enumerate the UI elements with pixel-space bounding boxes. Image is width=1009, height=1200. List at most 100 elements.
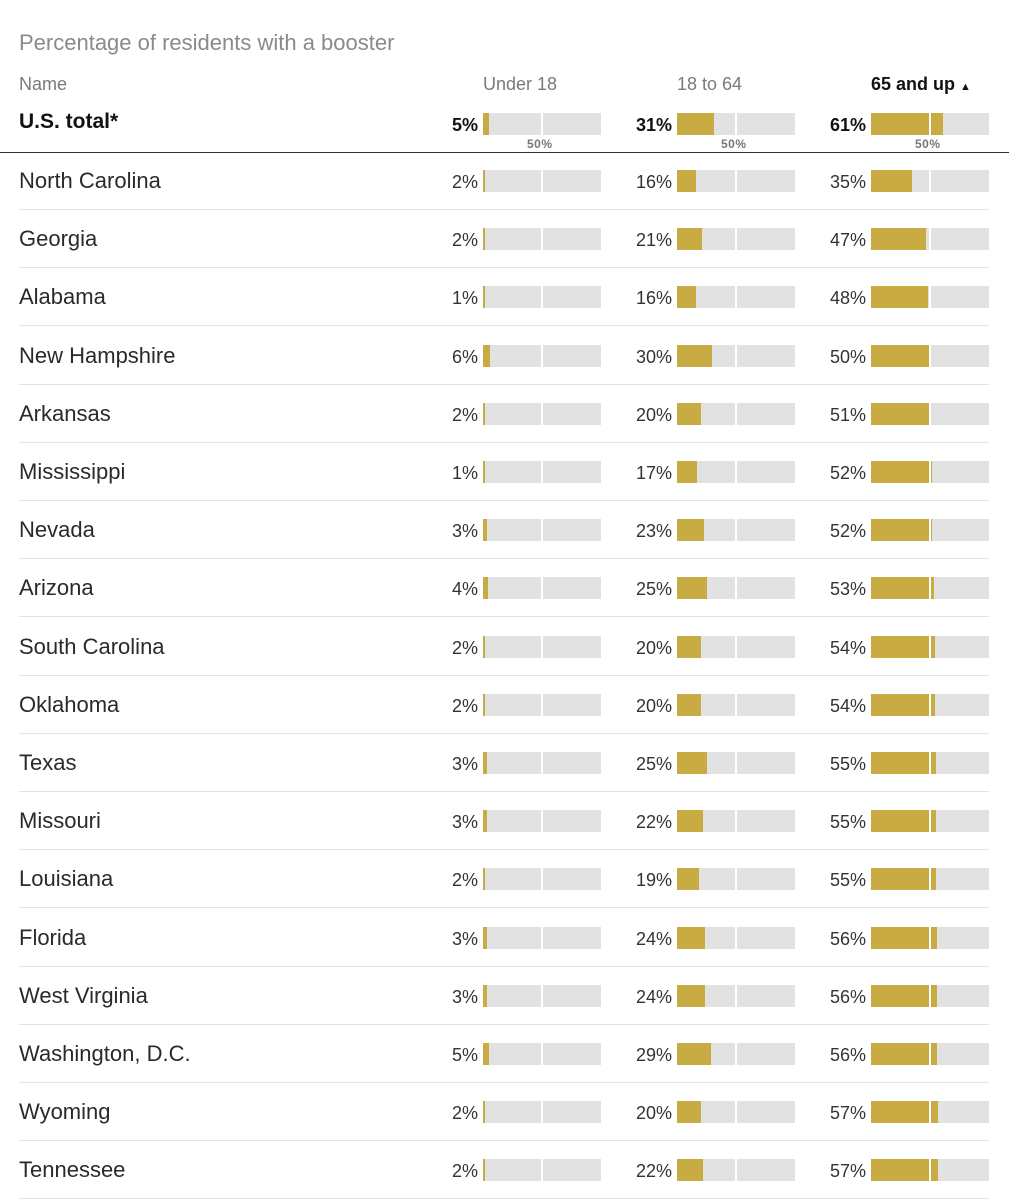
bar [677, 636, 701, 658]
bar [483, 170, 485, 192]
bar [871, 113, 943, 135]
row-name: Nevada [19, 517, 95, 542]
bar-track [483, 345, 601, 367]
gridline-50 [541, 345, 543, 367]
bar [677, 1159, 703, 1181]
column-header-under-18[interactable]: Under 18 [483, 74, 558, 94]
row-divider [19, 442, 989, 443]
table-row[interactable]: Louisiana 2% 19% 55% [0, 850, 1009, 908]
value-label: 54% [829, 638, 866, 658]
tick-label: 50% [915, 137, 941, 151]
table-row[interactable]: Arkansas 2% 20% 51% [0, 385, 1009, 443]
row-divider [19, 500, 989, 501]
bar-track [871, 286, 989, 308]
table-row[interactable]: Georgia 2% 21% 47% [0, 210, 1009, 268]
bar-track [483, 810, 601, 832]
gridline-50 [735, 577, 737, 599]
bar-track [483, 985, 601, 1007]
bar-track [483, 1159, 601, 1181]
sort-ascending-icon: ▲ [960, 81, 971, 93]
gridline-50 [735, 345, 737, 367]
bar-track [677, 927, 795, 949]
table-row[interactable]: West Virginia 3% 24% 56% [0, 967, 1009, 1025]
bar [677, 810, 703, 832]
bar-track [871, 403, 989, 425]
table-row[interactable]: Texas 3% 25% 55% [0, 734, 1009, 792]
value-label: 61% [829, 115, 866, 135]
table-row[interactable]: Washington, D.C. 5% 29% 56% [0, 1025, 1009, 1083]
table-row[interactable]: Florida 3% 24% 56% [0, 909, 1009, 967]
value-label: 3% [451, 987, 478, 1007]
gridline-50 [735, 810, 737, 832]
row-name: Missouri [19, 808, 101, 833]
table-row[interactable]: Missouri 3% 22% 55% [0, 792, 1009, 850]
bar [483, 868, 485, 890]
gridline-50 [929, 810, 931, 832]
bar [677, 694, 701, 716]
value-label: 55% [829, 812, 866, 832]
cell-65-and-up: 55% [799, 752, 989, 776]
gridline-50 [929, 345, 931, 367]
bar-track [871, 1159, 989, 1181]
bar-track [871, 868, 989, 890]
bar-track [483, 286, 601, 308]
bar [483, 810, 487, 832]
column-header-18-to-64[interactable]: 18 to 64 [677, 74, 743, 94]
cell-65-and-up: 51% [799, 403, 989, 427]
table-row[interactable]: Wyoming 2% 20% 57% [0, 1083, 1009, 1141]
table-row[interactable]: Nevada 3% 23% 52% [0, 501, 1009, 559]
table-row[interactable]: Mississippi 1% 17% 52% [0, 443, 1009, 501]
row-name: U.S. total* [19, 110, 119, 133]
gridline-50 [541, 461, 543, 483]
value-label: 53% [829, 579, 866, 599]
gridline-50 [541, 519, 543, 541]
gridline-50 [735, 519, 737, 541]
table-row[interactable]: South Carolina 2% 20% 54% [0, 618, 1009, 676]
gridline-50 [735, 170, 737, 192]
row-name: South Carolina [19, 634, 165, 659]
row-name: Louisiana [19, 866, 114, 891]
bar-track [871, 1043, 989, 1065]
bar [677, 927, 705, 949]
bar [871, 985, 937, 1007]
bar [483, 636, 485, 658]
gridline-50 [541, 694, 543, 716]
bar [483, 519, 487, 541]
table-row[interactable]: Arizona 4% 25% 53% [0, 559, 1009, 617]
bar [677, 577, 707, 599]
bar-track [483, 519, 601, 541]
bar-track [483, 636, 601, 658]
table-row[interactable]: New Hampshire 6% 30% 50% [0, 327, 1009, 385]
bar-track [483, 577, 601, 599]
bar [677, 868, 699, 890]
bar [483, 694, 485, 716]
bar [871, 1043, 937, 1065]
bar-track [677, 694, 795, 716]
value-label: 57% [829, 1103, 866, 1123]
table-row[interactable]: Tennessee 2% 22% 57% [0, 1141, 1009, 1199]
table-row[interactable]: Alabama 1% 16% 48% [0, 268, 1009, 326]
table-row[interactable]: Oklahoma 2% 20% 54% [0, 676, 1009, 734]
cell-under-18: 3% [411, 927, 601, 951]
row-name: Texas [19, 750, 77, 775]
table-row[interactable]: North Carolina 2% 16% 35% [0, 152, 1009, 210]
column-header-65-and-up[interactable]: 65 and up ▲ [871, 74, 971, 95]
tick-label: 50% [527, 137, 553, 151]
row-divider [19, 791, 989, 792]
value-label: 56% [829, 987, 866, 1007]
bar-track [677, 228, 795, 250]
column-header-name[interactable]: Name [19, 74, 68, 94]
cell-65-and-up: 50% [799, 345, 989, 369]
row-divider [19, 384, 989, 385]
cell-65-and-up: 54% [799, 694, 989, 718]
gridline-50 [929, 228, 931, 250]
cell-18-to-64: 20% [605, 1101, 795, 1125]
tick-label: 50% [721, 137, 747, 151]
row-name: Alabama [19, 284, 106, 309]
bar [871, 810, 936, 832]
bar-track [871, 927, 989, 949]
bar [677, 985, 705, 1007]
bar-track [677, 403, 795, 425]
cell-under-18: 1% [411, 286, 601, 310]
cell-65-and-up: 52% [799, 519, 989, 543]
